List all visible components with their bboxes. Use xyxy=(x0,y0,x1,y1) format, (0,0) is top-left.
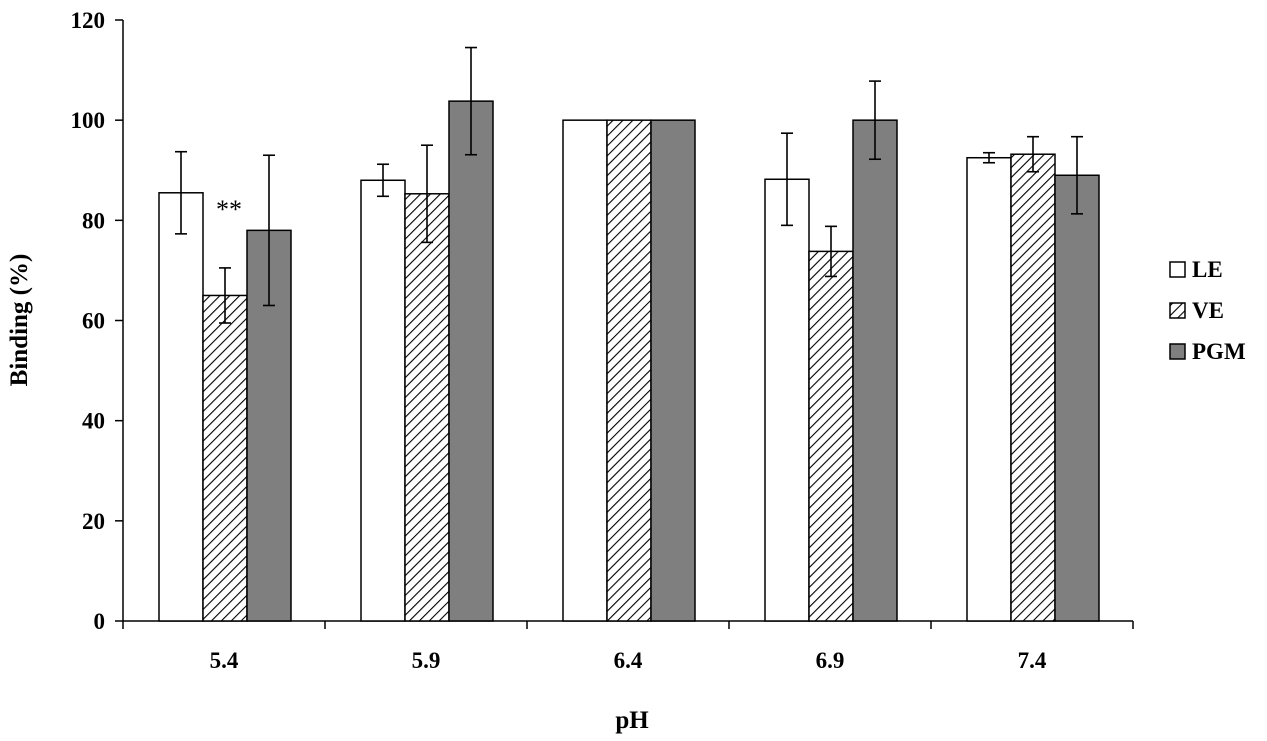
y-tick-label: 120 xyxy=(71,8,106,33)
y-tick-label: 40 xyxy=(82,409,105,434)
bar-pgm xyxy=(650,119,696,622)
bar-le xyxy=(158,192,204,622)
y-tick-label: 60 xyxy=(82,309,105,334)
legend-swatch-ve xyxy=(1169,302,1186,319)
legend-label-pgm: PGM xyxy=(1192,339,1246,364)
bar-le xyxy=(764,178,810,622)
y-tick-label: 0 xyxy=(94,609,106,634)
bar-pgm xyxy=(852,119,898,622)
bar-pgm xyxy=(448,100,494,622)
legend-label-ve: VE xyxy=(1192,298,1224,323)
x-axis-label: pH xyxy=(615,707,649,734)
x-tick-label: 5.4 xyxy=(210,648,239,673)
y-tick-label: 20 xyxy=(82,509,105,534)
legend: LE VE PGM xyxy=(1169,257,1246,364)
bars xyxy=(158,100,1100,622)
y-axis-label: Binding (%) xyxy=(6,254,33,387)
bar-le xyxy=(966,156,1012,622)
error-bars xyxy=(175,46,1083,324)
bar-ve xyxy=(606,119,652,622)
bar-le xyxy=(562,119,608,622)
y-tick-label: 80 xyxy=(82,208,105,233)
x-tick-label: 6.9 xyxy=(816,648,845,673)
bar-ve xyxy=(1010,153,1056,622)
bar-ve xyxy=(808,250,854,622)
bar-pgm xyxy=(1054,174,1100,622)
x-tick-label: 6.4 xyxy=(614,648,643,673)
tick-labels: 0 20 40 60 80 100 120 5.4 5.9 6.4 6.9 7.4 xyxy=(71,8,1047,673)
legend-swatch-le xyxy=(1169,261,1186,278)
legend-label-le: LE xyxy=(1192,257,1223,282)
significance-annotation: ** xyxy=(216,195,242,224)
legend-swatch-pgm xyxy=(1169,343,1186,360)
y-tick-label: 100 xyxy=(71,108,106,133)
annotations: ** xyxy=(216,195,242,224)
x-tick-label: 7.4 xyxy=(1018,648,1047,673)
bar-le xyxy=(360,179,406,622)
bar-ve xyxy=(202,294,248,622)
bar-ve xyxy=(404,193,450,622)
x-tick-label: 5.9 xyxy=(412,648,441,673)
